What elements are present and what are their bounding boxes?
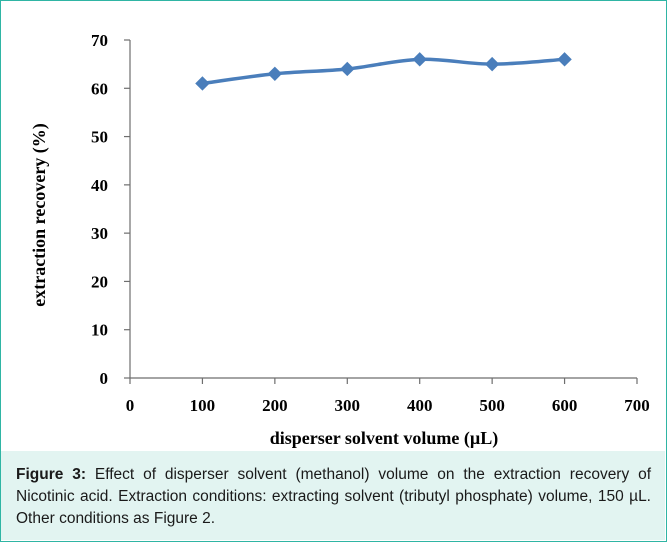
caption-panel [1, 451, 665, 540]
y-tick-label: 0 [100, 369, 109, 388]
series-line [202, 57, 565, 86]
y-tick-label: 30 [91, 224, 108, 243]
data-point-marker [484, 56, 500, 72]
x-axis-label: disperser solvent volume (µL) [270, 428, 499, 449]
x-tick-label: 200 [262, 396, 288, 415]
y-tick-label: 20 [91, 272, 108, 291]
x-tick-label: 0 [126, 396, 135, 415]
data-point-marker [412, 52, 427, 67]
y-tick-label: 70 [91, 31, 108, 50]
x-tick-labels: 0 100 200 300 400 500 600 700 [126, 396, 650, 415]
data-point-marker [557, 52, 572, 67]
y-tick-label: 60 [91, 79, 108, 98]
y-tick-labels: 0 10 20 30 40 50 60 70 [91, 31, 108, 388]
x-tick-label: 700 [624, 396, 650, 415]
caption-text: Effect of disperser solvent (methanol) v… [16, 466, 652, 527]
line-chart: 0 10 20 30 40 50 60 70 0 100 200 300 400 500 600 700 d… [29, 31, 650, 449]
figure-caption: Figure 3: Effect of disperser solvent (m… [16, 464, 651, 530]
caption-label: Figure 3: [16, 466, 87, 483]
y-tick-label: 40 [91, 176, 108, 195]
x-tick-label: 100 [190, 396, 216, 415]
x-tick-label: 600 [552, 396, 578, 415]
x-tick-label: 500 [479, 396, 505, 415]
data-point-marker [267, 66, 283, 82]
axes [124, 39, 638, 384]
x-tick-label: 300 [335, 396, 361, 415]
data-point-marker [195, 76, 210, 91]
series-group [195, 52, 572, 91]
y-tick-label: 10 [91, 321, 108, 340]
y-tick-label: 50 [91, 128, 108, 147]
y-axis-label: extraction recovery (%) [29, 123, 50, 307]
data-point-marker [340, 61, 355, 77]
x-tick-label: 400 [407, 396, 433, 415]
